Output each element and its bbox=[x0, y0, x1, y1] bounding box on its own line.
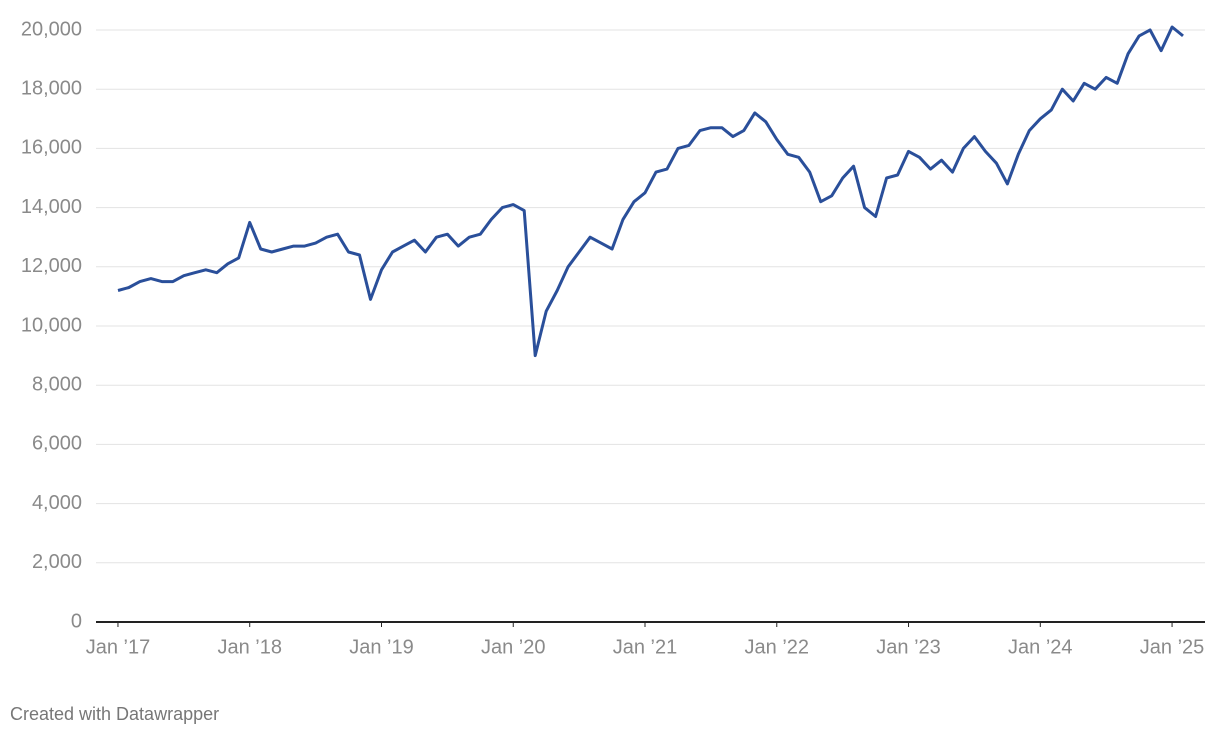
line bbox=[117, 25, 1184, 358]
x-tick-label: Jan ’17 bbox=[86, 636, 151, 658]
y-tick-label: 4,000 bbox=[32, 492, 82, 514]
y-tick-label: 10,000 bbox=[21, 314, 82, 336]
y-tick-label: 16,000 bbox=[21, 137, 82, 159]
x-tick-label: Jan ’21 bbox=[613, 636, 678, 658]
y-tick-label: 0 bbox=[71, 610, 82, 632]
y-tick-label: 12,000 bbox=[21, 255, 82, 277]
x-tick-label: Jan ’22 bbox=[745, 636, 810, 658]
credit: Created with Datawrapper bbox=[10, 704, 219, 724]
y-tick-label: 20,000 bbox=[21, 18, 82, 40]
y-tick-label: 14,000 bbox=[21, 196, 82, 218]
x-tick-label: Jan ’19 bbox=[349, 636, 414, 658]
x-tick-label: Jan ’25 bbox=[1140, 636, 1205, 658]
y-tick-label: 18,000 bbox=[21, 77, 82, 99]
y-tick-label: 8,000 bbox=[32, 373, 82, 395]
y-tick-label: 2,000 bbox=[32, 551, 82, 573]
x-tick-label: Jan ’24 bbox=[1008, 636, 1073, 658]
x-tick-label: Jan ’23 bbox=[876, 636, 941, 658]
y-tick-label: 6,000 bbox=[32, 433, 82, 455]
x-tick-label: Jan ’18 bbox=[217, 636, 282, 658]
x-tick-label: Jan ’20 bbox=[481, 636, 546, 658]
